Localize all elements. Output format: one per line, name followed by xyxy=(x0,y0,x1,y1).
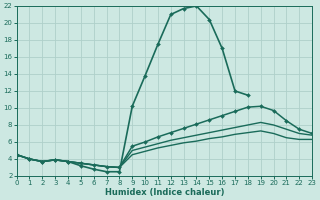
X-axis label: Humidex (Indice chaleur): Humidex (Indice chaleur) xyxy=(105,188,224,197)
